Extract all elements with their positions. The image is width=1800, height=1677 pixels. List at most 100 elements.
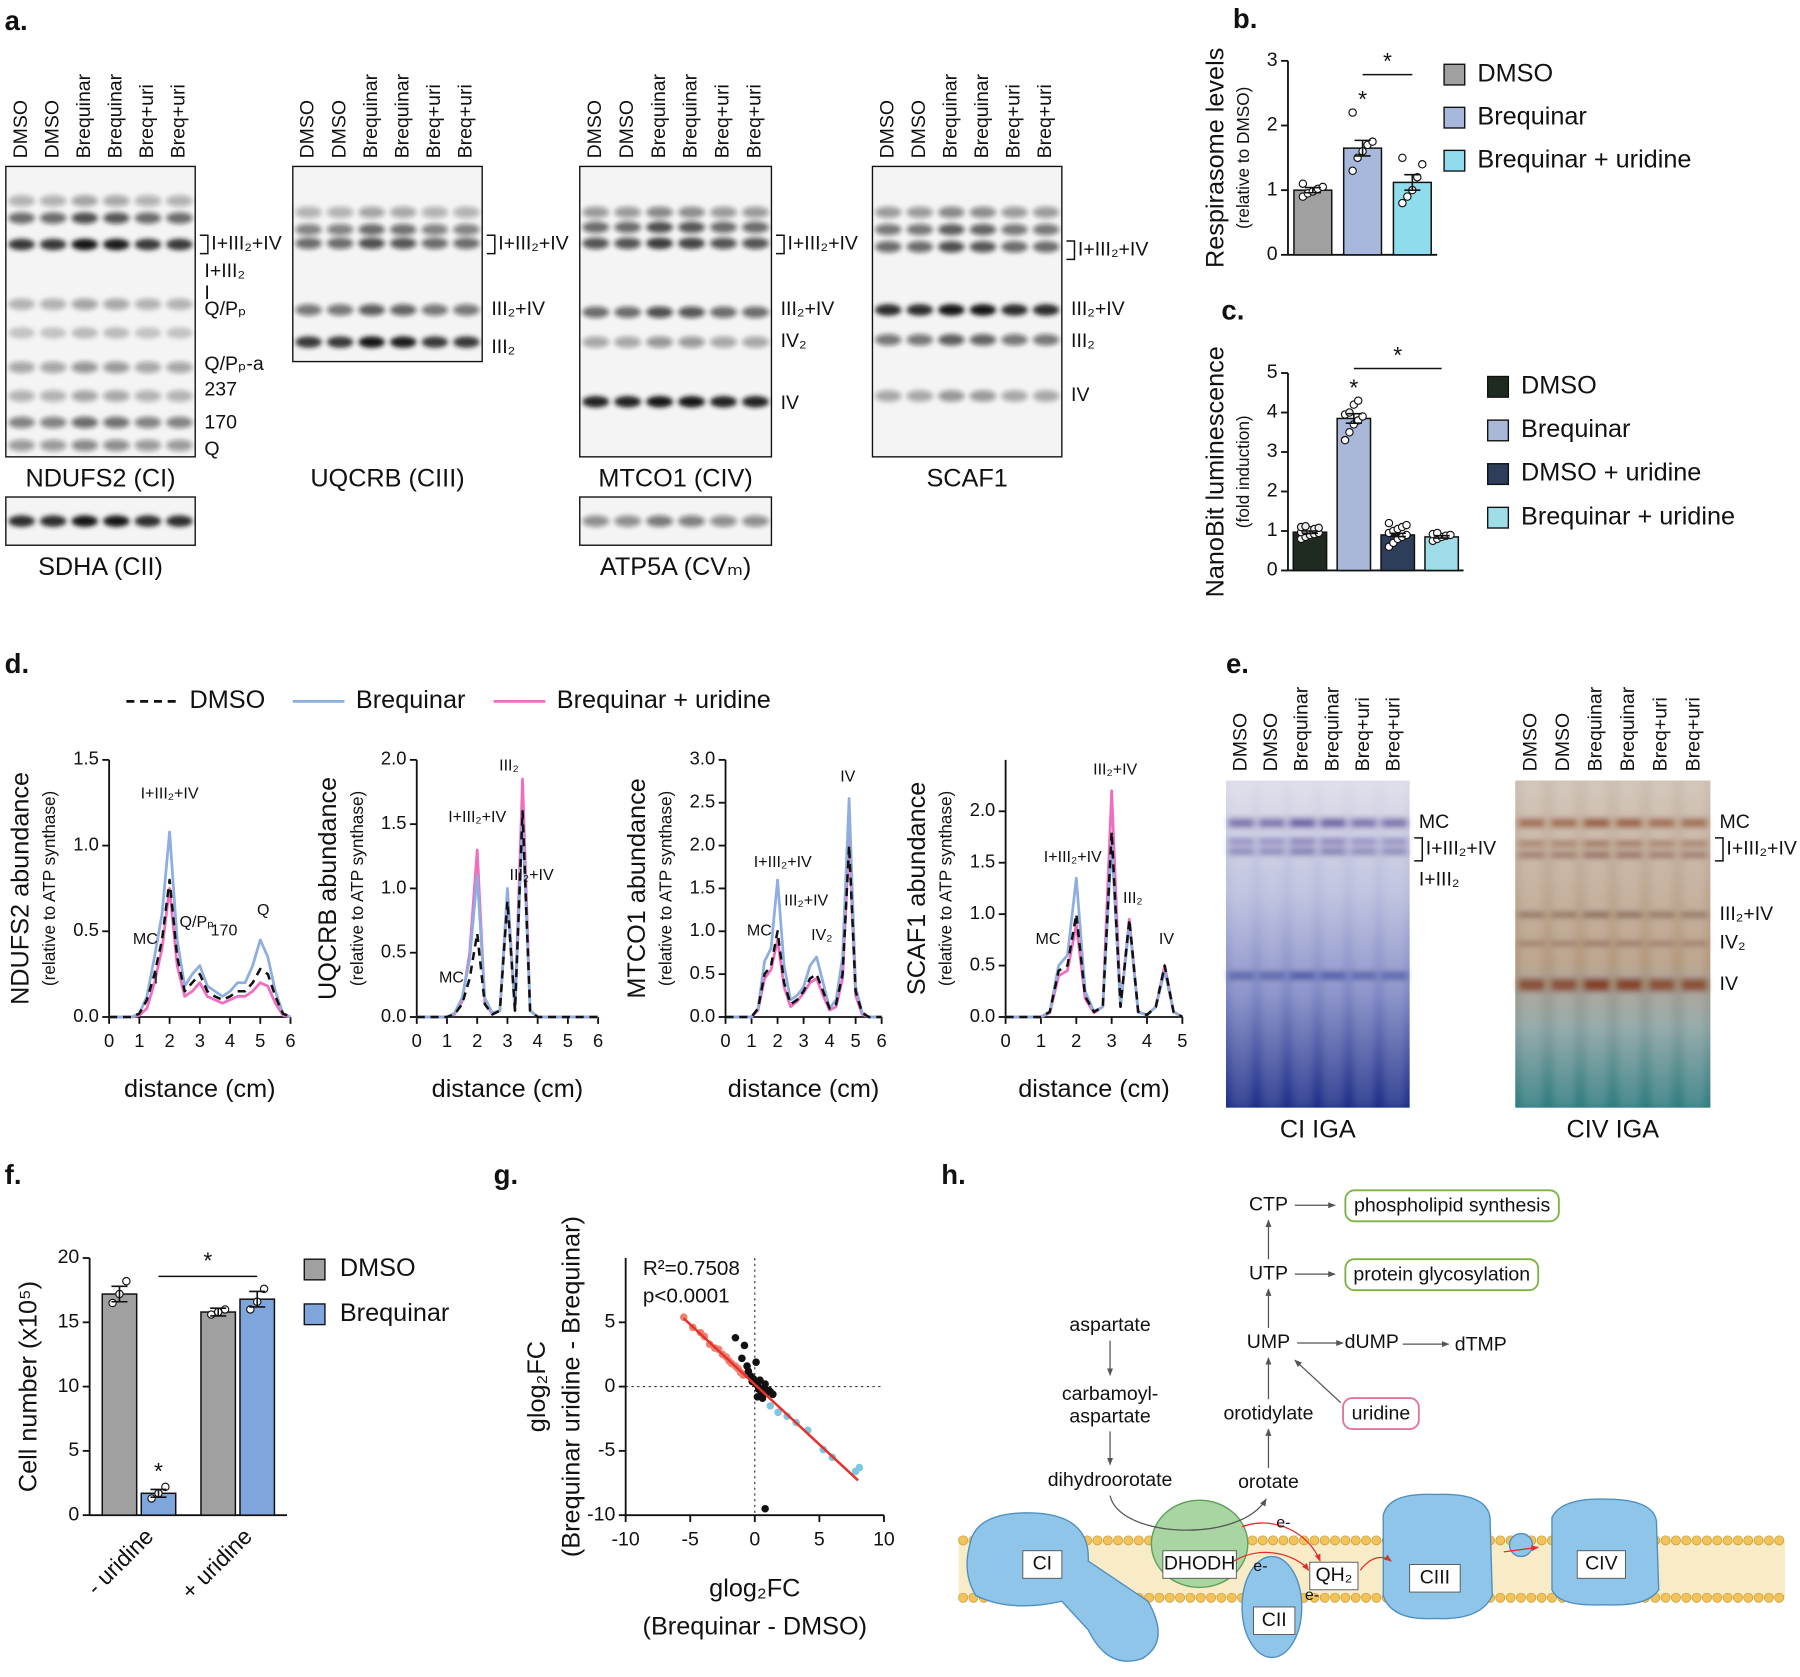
gel-band [646, 221, 674, 234]
lane-label: DMSO [1520, 713, 1542, 771]
gel-band [8, 238, 35, 251]
band-label: Q/Pₚ-a [204, 353, 263, 375]
lane-label: Breq+uri [1382, 697, 1404, 771]
gel [579, 165, 773, 458]
y-tick-label: 1.5 [690, 876, 716, 897]
significance: * [1393, 342, 1402, 368]
gel-band [8, 416, 35, 429]
y-axis-title: Respirasome levels [1201, 48, 1229, 268]
lipid-head [1732, 1592, 1743, 1603]
bracket [776, 234, 785, 255]
lane-label: Breq+uri [423, 84, 445, 158]
band-label: I+III₂+IV [211, 233, 281, 255]
lane-label: Brequinar [971, 73, 993, 158]
y-axis-title: NDUFS2 abundance [7, 772, 35, 1005]
x-tick-label: 1 [746, 1030, 756, 1051]
iga-band [1518, 911, 1545, 918]
blot-title: SCAF1 [926, 464, 1007, 492]
lipid-head [1102, 1535, 1113, 1546]
lipid-head [1268, 1535, 1278, 1546]
iga-band [1518, 977, 1545, 992]
error-bar [1304, 186, 1321, 194]
gel-band [134, 212, 162, 224]
y-axis-subtitle: (relative to ATP synthase) [347, 791, 367, 986]
gel-band [874, 241, 902, 253]
iga-band [1518, 941, 1545, 946]
gel-band [453, 237, 480, 250]
gel-band [421, 223, 449, 236]
gel-band [295, 223, 322, 236]
arrow [1109, 1495, 1267, 1531]
y-tick-label: 0.5 [690, 962, 716, 983]
iga-gel [1515, 780, 1711, 1108]
y-tick-label: 1.0 [381, 876, 407, 897]
scatter-point [761, 1380, 769, 1388]
peak-label: III₂+IV [510, 866, 554, 884]
panel-label: c. [1221, 294, 1244, 325]
lipid-head [1257, 1535, 1268, 1546]
band-label: III₂ [1071, 330, 1095, 352]
x-tick-label: 10 [873, 1529, 895, 1551]
scatter-point [774, 1408, 782, 1417]
peak-label: MC [1036, 930, 1061, 948]
lane-label: Brequinar [940, 73, 962, 158]
gel-band [358, 223, 385, 236]
x-tick-label: 4 [225, 1030, 235, 1051]
gel-band [874, 206, 902, 219]
blot-title: MTCO1 (CIV) [598, 464, 752, 492]
x-tick-label: 2 [472, 1030, 482, 1051]
iga-band [1681, 852, 1707, 859]
data-point [1353, 396, 1363, 405]
metabolite: dihydroorotate [1048, 1469, 1173, 1491]
lane-label: DMSO [908, 100, 930, 158]
lipid-head [1701, 1535, 1712, 1546]
gel-band [390, 206, 417, 219]
gel-band [678, 515, 705, 527]
error-bar [1404, 173, 1421, 191]
legend-label: Brequinar [1521, 415, 1630, 443]
peak-label: MC [439, 969, 464, 987]
gel-band [390, 223, 417, 236]
gel-band [8, 515, 35, 527]
gel-band [326, 304, 354, 316]
x-axis-subtitle: (Brequinar - DMSO) [643, 1612, 867, 1640]
peak-label: IV [840, 767, 855, 785]
label-box [1576, 1550, 1626, 1579]
gel-band [874, 390, 902, 402]
band-label: III₂+IV [1720, 903, 1774, 925]
gel-band [1001, 206, 1028, 219]
legend-swatch [1443, 106, 1466, 129]
gel-band [678, 306, 705, 318]
gel-band [1001, 334, 1028, 346]
lane-label: Breq+uri [168, 84, 190, 158]
gel [5, 165, 196, 458]
gel-band [710, 206, 737, 219]
x-tick-label: 3 [1107, 1030, 1117, 1051]
lipid-head [1753, 1535, 1764, 1546]
peak-label: I+III₂+IV [448, 808, 506, 826]
line-series [725, 797, 882, 1019]
band-label: IV₂ [781, 330, 807, 352]
y-tick-label: 0.5 [381, 941, 407, 962]
x-tick-label: 2 [164, 1030, 174, 1051]
lipid-head [1185, 1592, 1196, 1603]
complex-label: CII [1262, 1609, 1287, 1631]
data-point [1340, 435, 1350, 445]
gel-band [326, 336, 354, 348]
gel-band [742, 306, 769, 318]
gel-band [1032, 223, 1060, 236]
legend-label: Brequinar + uridine [1521, 502, 1735, 530]
panel-label: d. [5, 648, 29, 679]
gel-band [39, 361, 67, 374]
gel-band [742, 515, 769, 527]
gel-band [103, 298, 130, 310]
x-tick-label: - uridine [81, 1523, 158, 1600]
electron-label: e- [1305, 1586, 1319, 1604]
legend-swatch [1487, 419, 1510, 442]
iga-band [1681, 840, 1707, 847]
band-label: III₂+IV [1071, 298, 1125, 320]
gel-band [295, 336, 322, 348]
gel-band [906, 304, 934, 316]
peak-label: IV [1159, 930, 1174, 948]
gel-band [71, 515, 99, 527]
